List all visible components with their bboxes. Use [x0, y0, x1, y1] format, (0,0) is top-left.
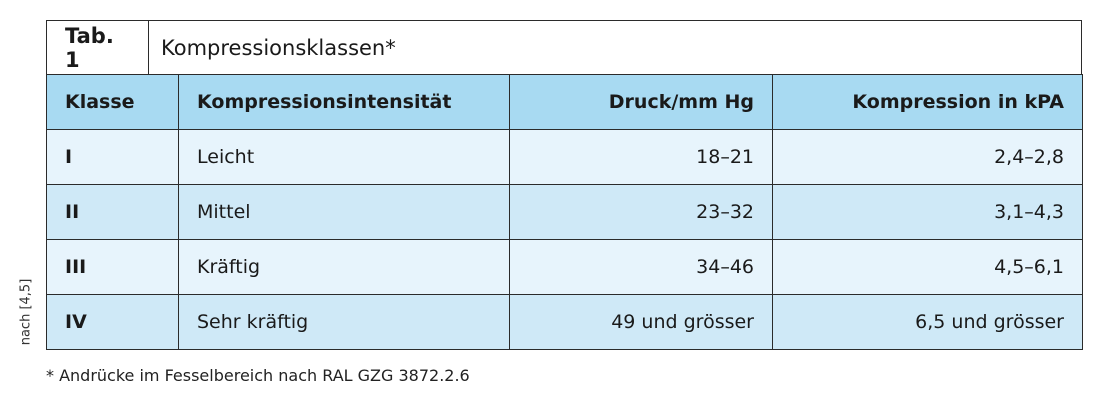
table-cell: 49 und grösser: [509, 294, 773, 350]
table-cell: Sehr kräftig: [178, 294, 510, 350]
table-label: Tab. 1: [46, 20, 149, 75]
table-cell: 34–46: [509, 239, 773, 295]
table-cell: IV: [46, 294, 179, 350]
table-cell: 6,5 und grösser: [772, 294, 1083, 350]
table-cell: Leicht: [178, 129, 510, 185]
column-header: Klasse: [46, 74, 179, 130]
column-header: Druck/mm Hg: [509, 74, 773, 130]
table-cell: 18–21: [509, 129, 773, 185]
source-note: nach [4,5]: [18, 278, 34, 346]
table-title: Kompressionsklassen*: [148, 20, 1082, 75]
table-cell: II: [46, 184, 179, 240]
table-cell: 4,5–6,1: [772, 239, 1083, 295]
column-header: Kompression in kPA: [772, 74, 1083, 130]
column-header: Kompressionsintensität: [178, 74, 510, 130]
table-cell: Kräftig: [178, 239, 510, 295]
table-cell: 23–32: [509, 184, 773, 240]
table-cell: 2,4–2,8: [772, 129, 1083, 185]
table-cell: Mittel: [178, 184, 510, 240]
footnote: * Andrücke im Fesselbereich nach RAL GZG…: [46, 366, 470, 385]
table-cell: I: [46, 129, 179, 185]
table-cell: III: [46, 239, 179, 295]
table-cell: 3,1–4,3: [772, 184, 1083, 240]
